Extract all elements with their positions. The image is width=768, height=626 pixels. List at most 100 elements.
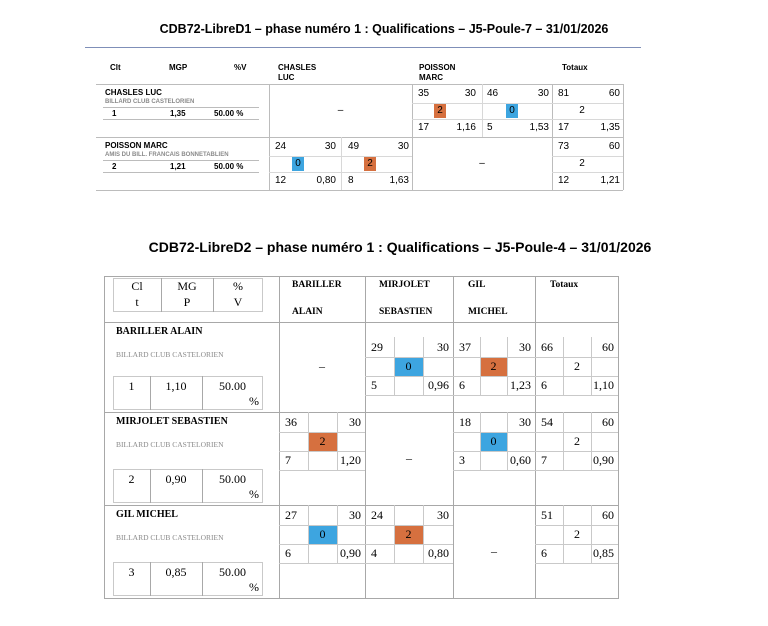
t1-r1-m2-pts: 35: [418, 88, 430, 99]
t2-header-p2b: SEBASTIEN: [379, 307, 433, 317]
t2-header-clt-b: t: [135, 295, 139, 309]
t2-r3-c1-pts: 27: [285, 508, 297, 522]
t2-row3-rank: 3: [128, 565, 135, 579]
t2-row2-pv-a: 50.00: [219, 472, 246, 486]
t1-r1-tot-mp: 2: [579, 105, 585, 116]
t1-row2-rank: 2: [112, 162, 117, 171]
t2-row1-pv-b: %: [249, 394, 259, 408]
t1-r2-m2-target: 30: [397, 141, 409, 152]
t1-r1-m2-moy: 1,16: [456, 122, 476, 133]
t1-r1-tot-target: 60: [608, 88, 620, 99]
t2-r2-c3-pts: 18: [459, 415, 471, 429]
t1-r2-m1-rep: 12: [275, 175, 287, 186]
t2-r2-c1-mp: 2: [319, 434, 326, 448]
table2-results: Cl t MG P % V BARILLER ALAIN MIRJOLET SE…: [104, 276, 619, 599]
t2-r3-c2-pts: 24: [371, 508, 383, 522]
t2-r3-c4-moy: 0,85: [593, 546, 614, 560]
t2-header-pv-b: V: [233, 295, 243, 309]
t1-r2-m1-moy: 0,80: [316, 175, 336, 186]
t2-r3-c2-rep: 4: [371, 546, 377, 560]
t1-header-totals: Totaux: [562, 63, 588, 72]
t2-r1-c3-rep: 6: [459, 378, 465, 392]
t1-r1-m3-target: 30: [537, 88, 549, 99]
t2-r2-c4-target: 60: [602, 415, 614, 429]
t1-r2-m1-mp: 0: [295, 158, 301, 169]
t2-header-mgp-a: MG: [177, 279, 197, 293]
t2-r3-c2-moy: 0,80: [428, 546, 449, 560]
t2-r1-c2-mp: 0: [405, 359, 412, 373]
t2-row3-mgp: 0,85: [165, 565, 187, 579]
t2-header-p3b: MICHEL: [468, 307, 508, 317]
t2-r1-c4-mp: 2: [574, 359, 580, 373]
t1-header-p1b: LUC: [278, 73, 295, 82]
t2-r1-c2-rep: 5: [371, 378, 377, 392]
t2-r3-c1-mp: 0: [319, 527, 326, 541]
t2-r1-c2-target: 30: [437, 340, 449, 354]
t2-header-totals: Totaux: [550, 280, 579, 290]
t1-row1-rank: 1: [112, 109, 117, 118]
t1-r2-m2-moy: 1,63: [389, 175, 409, 186]
t1-header-pv: %V: [234, 63, 247, 72]
t2-r1-c3-moy: 1,23: [510, 378, 531, 392]
t1-header-p2b: MARC: [419, 73, 443, 82]
t1-r2-tot-target: 60: [608, 141, 620, 152]
t2-header-pv-a: %: [233, 279, 243, 293]
t2-r3-c2-target: 30: [437, 508, 449, 522]
t2-r2-c1-moy: 1,20: [340, 453, 361, 467]
t2-r1-c3-pts: 37: [459, 340, 471, 354]
t1-header-mgp: MGP: [169, 63, 188, 72]
t2-row1-pv-a: 50.00: [219, 379, 246, 393]
t2-header-p1a: BARILLER: [292, 280, 342, 290]
t2-r3-c1-rep: 6: [285, 546, 291, 560]
t2-row2-club: BILLARD CLUB CASTELORIEN: [116, 440, 224, 449]
t2-r2-c3-rep: 3: [459, 453, 465, 467]
t2-r3-c2-mp: 2: [405, 527, 412, 541]
t2-r2-c3-moy: 0,60: [510, 453, 531, 467]
t2-header-mgp-b: P: [183, 295, 191, 309]
t1-row1-pv: 50.00 %: [214, 109, 244, 118]
t1-header-p2a: POISSON: [419, 63, 456, 72]
t2-r1-c4-target: 60: [602, 340, 614, 354]
t2-row1-mgp: 1,10: [165, 379, 187, 393]
t1-r2-tot-moy: 1,21: [600, 175, 620, 186]
t2-row3-club: BILLARD CLUB CASTELORIEN: [116, 533, 224, 542]
t2-row1-rank: 1: [128, 379, 135, 393]
t1-row2-name: POISSON MARC: [105, 141, 168, 150]
t2-row2-pv-b: %: [249, 487, 259, 501]
t2-r3-c4-target: 60: [602, 508, 614, 522]
t2-r3-c4-pts: 51: [541, 508, 553, 522]
t2-row1-self-dash: –: [319, 359, 325, 373]
t1-r1-m3-rep: 5: [487, 122, 493, 133]
t1-r2-m2-mp: 2: [367, 158, 373, 169]
t1-header-clt: Clt: [110, 63, 121, 72]
t1-r1-m3-pts: 46: [487, 88, 499, 99]
t2-r2-c4-rep: 7: [541, 453, 547, 467]
t2-row2-mgp: 0,90: [165, 472, 187, 486]
t1-r1-tot-pts: 81: [558, 88, 570, 99]
t2-r2-c1-pts: 36: [285, 415, 297, 429]
t1-row1-self-dash: –: [337, 105, 344, 116]
t2-row3-self-dash: –: [491, 543, 497, 558]
t1-r2-tot-rep: 12: [558, 175, 570, 186]
t2-header-clt-a: Cl: [131, 279, 143, 293]
t1-row1-mgp: 1,35: [170, 109, 186, 118]
t1-r1-tot-rep: 17: [558, 122, 570, 133]
t2-row3-pv-b: %: [249, 580, 259, 594]
t2-r1-c4-pts: 66: [541, 340, 553, 354]
t2-r3-c1-moy: 0,90: [340, 546, 361, 560]
t2-r3-c4-mp: 2: [574, 527, 580, 541]
t1-r2-tot-pts: 73: [558, 141, 570, 152]
t1-r2-m2-pts: 49: [348, 141, 360, 152]
t2-r2-c4-mp: 2: [574, 434, 580, 448]
t1-r1-m3-mp: 0: [509, 105, 515, 116]
t1-r2-m2-rep: 8: [348, 175, 354, 186]
t2-row2-rank: 2: [128, 472, 135, 486]
t1-r1-m2-rep: 17: [418, 122, 430, 133]
t2-r1-c4-moy: 1,10: [593, 378, 614, 392]
t2-r1-c3-mp: 2: [490, 359, 497, 373]
t2-r2-c1-target: 30: [349, 415, 361, 429]
t1-r1-tot-moy: 1,35: [600, 122, 620, 133]
t1-r2-m1-pts: 24: [275, 141, 287, 152]
table1-title: CDB72-LibreD1 – phase numéro 1 : Qualifi…: [159, 22, 609, 36]
t2-header-p1b: ALAIN: [292, 307, 323, 317]
